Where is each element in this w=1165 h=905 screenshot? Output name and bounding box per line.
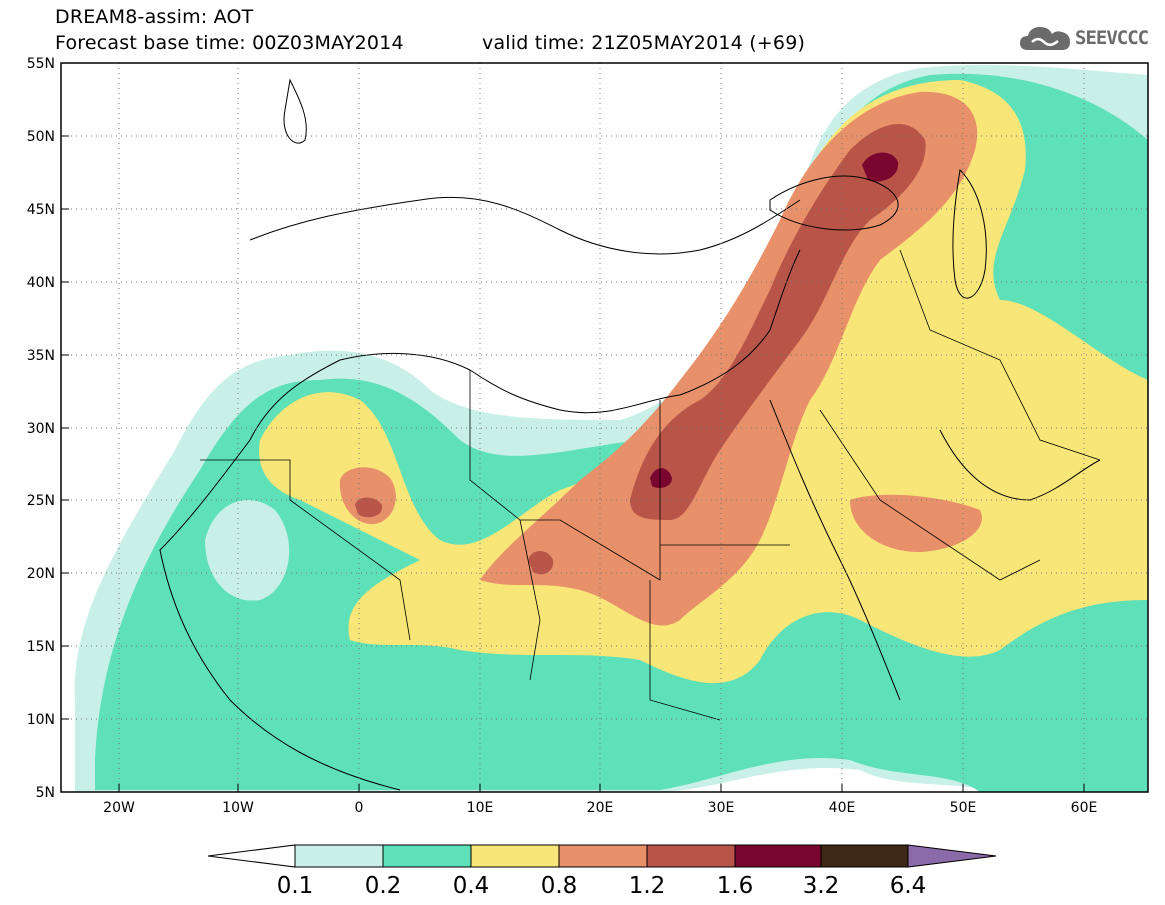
- coast-europe: [249, 196, 801, 255]
- coast-arabia-east: [939, 429, 1101, 501]
- lon-label: 20W: [103, 800, 135, 816]
- lon-labels: 20W 10W 0 10E 20E 30E 40E 50E 60E: [103, 800, 1097, 816]
- colorbar-label: 0.1: [277, 873, 314, 899]
- colorbar-bin-0.8: [558, 844, 648, 868]
- aot-contour-0.8-east: [850, 494, 982, 552]
- aot-contour-0.8-west: [339, 467, 396, 525]
- colorbar-labels: 0.1 0.2 0.4 0.8 1.2 1.6 3.2 6.4: [277, 873, 927, 899]
- coast-britain: [283, 78, 307, 144]
- lat-label: 40N: [27, 275, 55, 291]
- lon-label: 60E: [1071, 800, 1098, 816]
- coast-levant: [679, 249, 801, 396]
- logo-text: SEEVCCC: [1075, 27, 1149, 49]
- lat-label: 25N: [27, 493, 55, 509]
- colorbar-bin-1.2: [646, 844, 736, 868]
- lat-label: 35N: [27, 348, 55, 364]
- colorbar-label: 1.6: [717, 873, 754, 899]
- aot-contour-1.2: [630, 123, 926, 521]
- lon-label: 30E: [708, 800, 735, 816]
- border-sudan: [649, 580, 721, 721]
- coast-red-sea: [769, 399, 901, 701]
- lat-label: 15N: [27, 639, 55, 655]
- lat-label: 20N: [27, 566, 55, 582]
- aot-contour-1.2-b: [528, 551, 554, 575]
- time-info: Forecast base time: 00Z03MAY2014 valid ti…: [55, 32, 805, 54]
- coast-africa-west: [159, 359, 401, 791]
- aot-contour-1.6-b: [650, 468, 672, 488]
- colorbar-bin-0.1: [294, 844, 384, 868]
- lon-label: 40E: [829, 800, 856, 816]
- map-title: DREAM8-assim: AOT: [55, 6, 254, 28]
- colorbar-bin-0.4: [470, 844, 560, 868]
- colorbar-label: 0.2: [365, 873, 402, 899]
- graticule: [61, 63, 1148, 792]
- border-niger-chad: [519, 519, 541, 681]
- colorbar-bin-0.2: [382, 844, 472, 868]
- lat-label: 10N: [27, 712, 55, 728]
- colorbar-bin-1.6: [734, 844, 822, 868]
- base-time: Forecast base time: 00Z03MAY2014: [55, 32, 404, 54]
- lon-label: 50E: [950, 800, 977, 816]
- colorbar-label: 0.4: [453, 873, 490, 899]
- coast-caspian: [952, 168, 987, 299]
- coastlines: [159, 78, 1101, 791]
- border-saudi: [819, 409, 1041, 581]
- lat-label: 5N: [36, 785, 55, 801]
- valid-time: valid time: 21Z05MAY2014 (+69): [482, 32, 806, 54]
- colorbar: [207, 844, 997, 868]
- lat-label: 50N: [27, 129, 55, 145]
- border-libya: [469, 370, 661, 581]
- cloud-icon: [1020, 27, 1070, 50]
- coast-mediterranean-south: [339, 352, 681, 414]
- colorbar-arrow-low: [207, 844, 296, 868]
- aot-contour-1.2-c: [355, 497, 383, 518]
- border-iran: [899, 249, 1101, 461]
- lon-label: 0: [355, 800, 364, 816]
- lat-label: 45N: [27, 202, 55, 218]
- lat-labels: 55N 50N 45N 40N 35N 30N 25N 20N 15N 10N …: [27, 56, 55, 801]
- colorbar-arrow-high: [907, 844, 997, 868]
- colorbar-bin-3.2: [820, 844, 909, 868]
- colorbar-label: 0.8: [541, 873, 578, 899]
- lon-label: 10W: [222, 800, 254, 816]
- colorbar-label: 1.2: [629, 873, 666, 899]
- aot-contour-1.6: [862, 152, 899, 182]
- border-algeria-mali: [200, 459, 411, 641]
- aot-hole-west: [205, 500, 290, 601]
- lat-label: 30N: [27, 421, 55, 437]
- axis-ticks: [61, 62, 1085, 792]
- lon-label: 10E: [467, 800, 494, 816]
- country-borders: [200, 249, 1101, 721]
- colorbar-label: 6.4: [890, 873, 927, 899]
- lon-label: 20E: [587, 800, 614, 816]
- lat-label: 55N: [27, 56, 55, 72]
- coast-black-sea: [769, 175, 899, 231]
- seevccc-logo: SEEVCCC: [1018, 20, 1158, 54]
- aot-field: [74, 65, 1148, 792]
- colorbar-label: 3.2: [803, 873, 840, 899]
